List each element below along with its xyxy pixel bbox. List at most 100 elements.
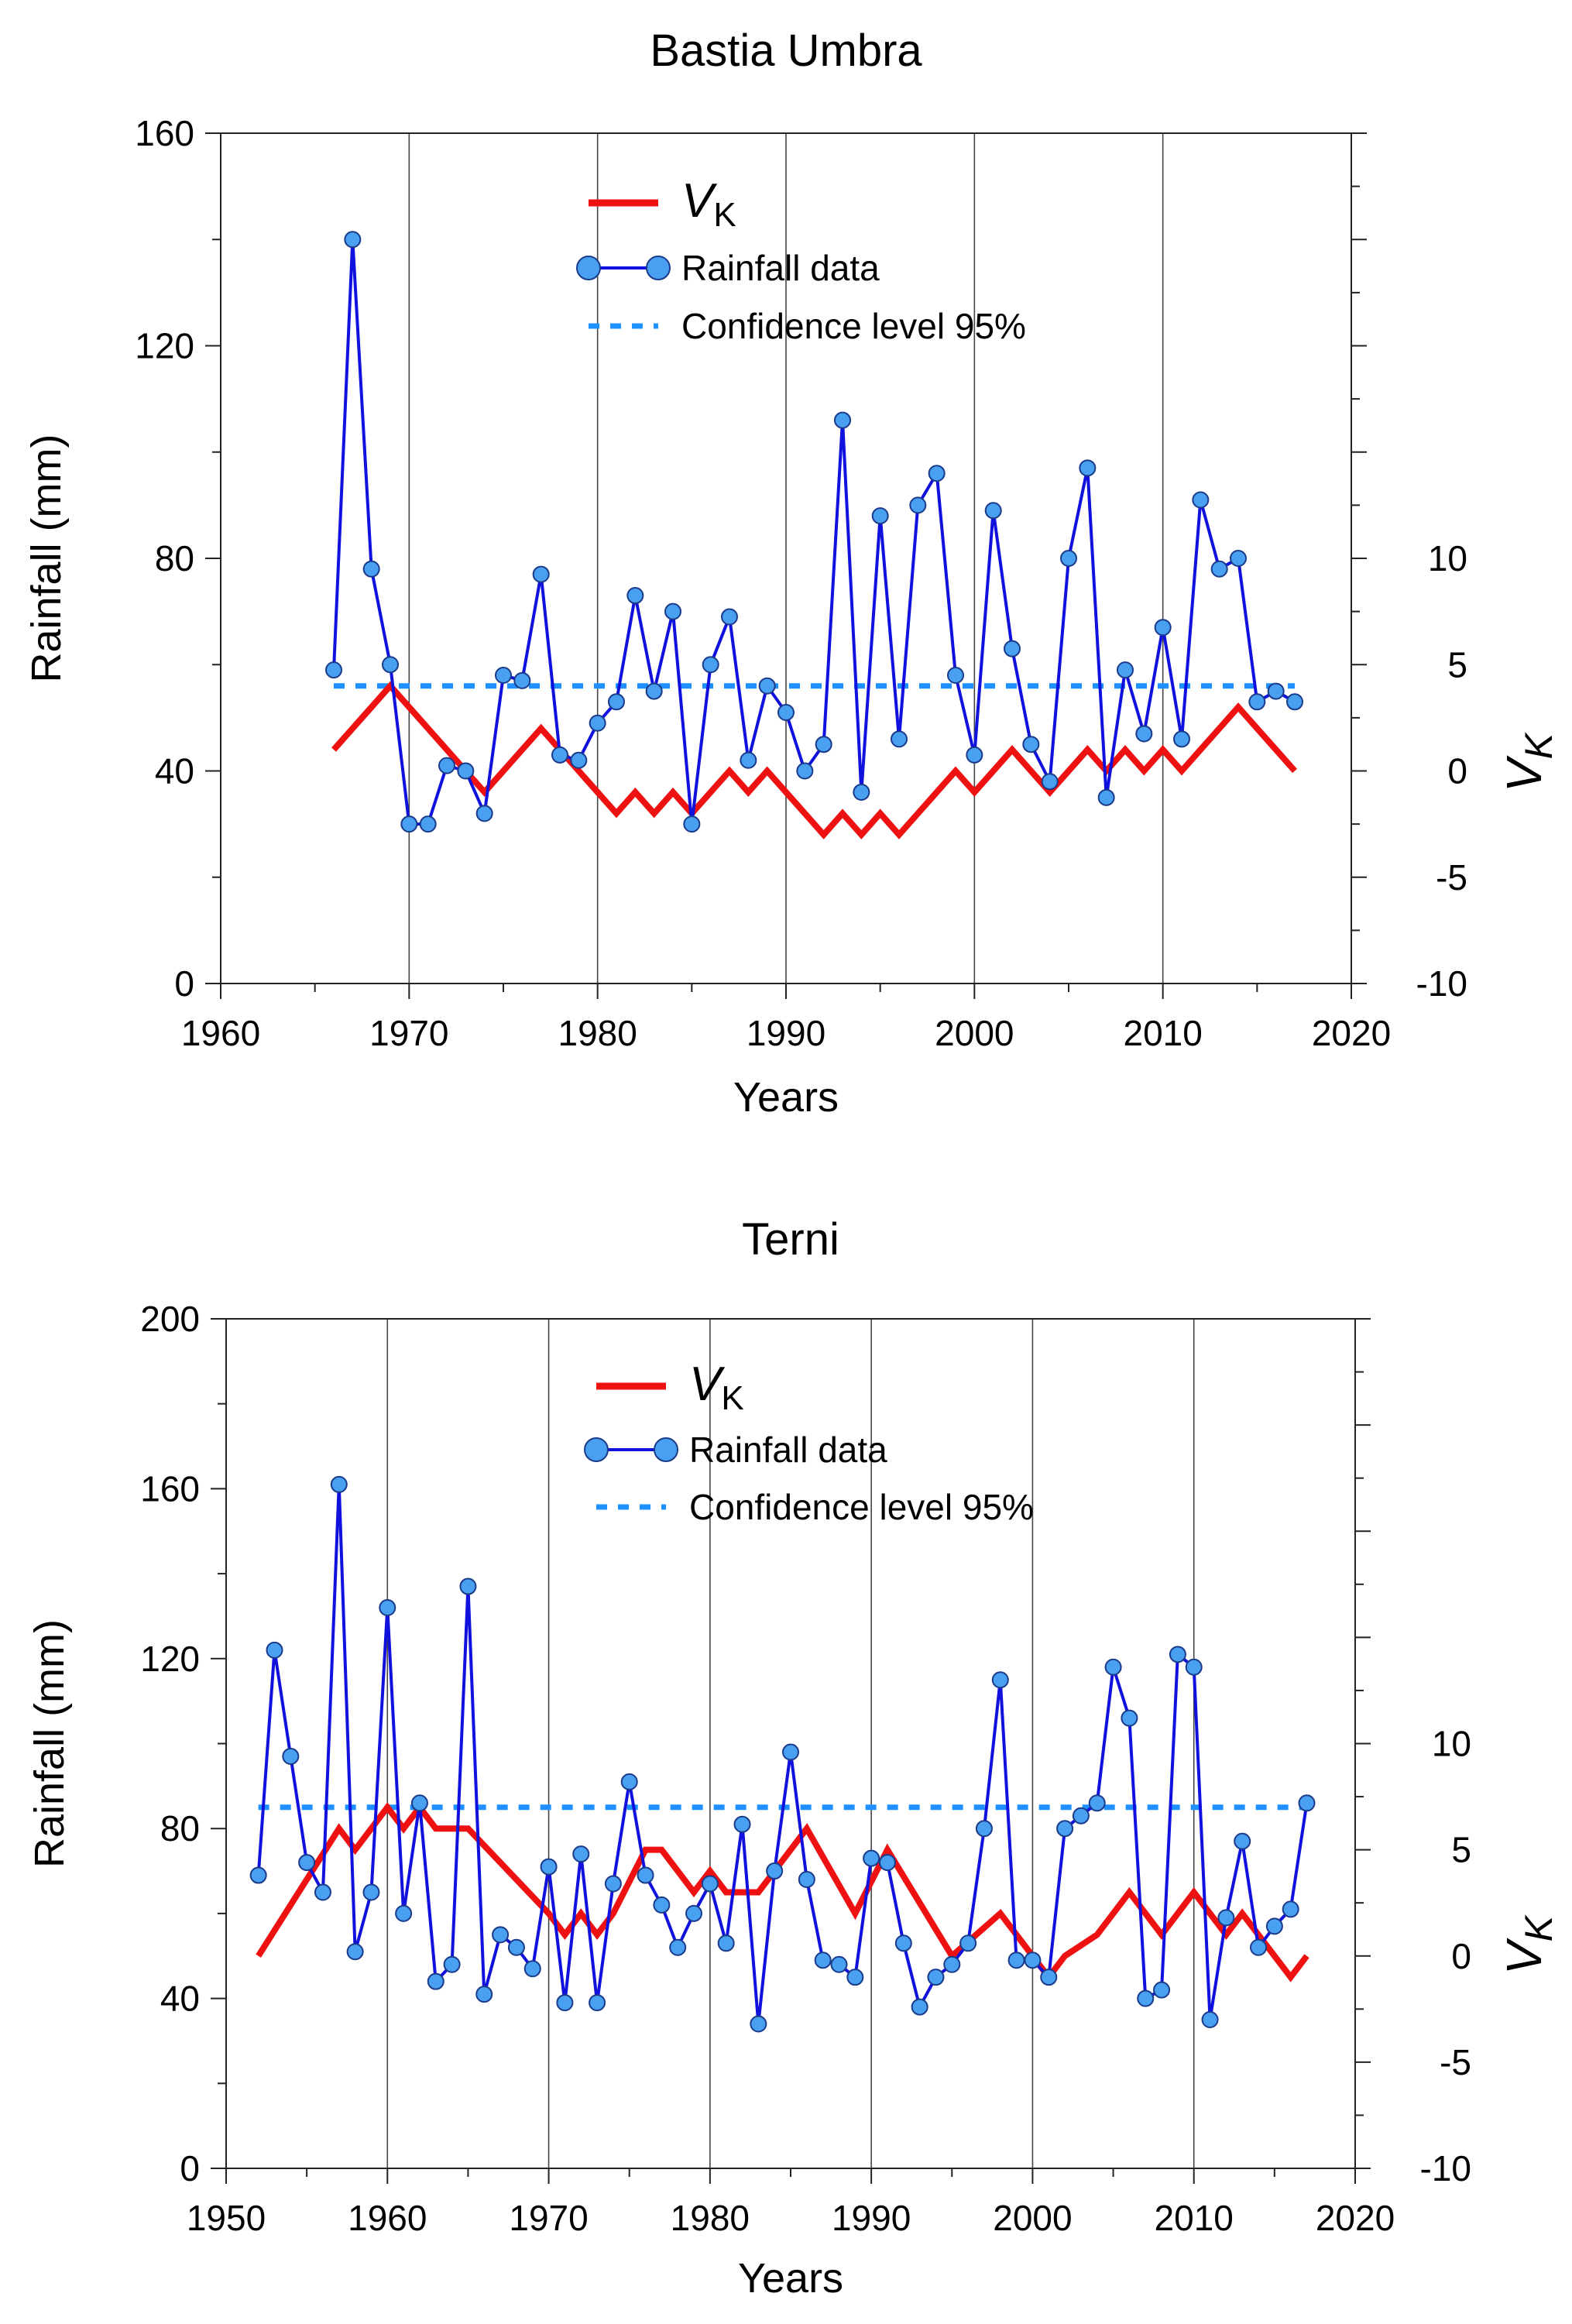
y2-tick-label: 5 xyxy=(1447,644,1467,685)
rainfall-point xyxy=(282,1747,300,1765)
rainfall-point xyxy=(1173,730,1190,748)
x-tick-label: 1950 xyxy=(187,2198,266,2238)
legend-vk-sub: K xyxy=(721,1379,743,1417)
y2-tick-label: 5 xyxy=(1451,1830,1471,1870)
rainfall-point xyxy=(830,1955,848,1973)
legend-rain-marker xyxy=(646,256,671,280)
rainfall-point xyxy=(1117,661,1134,679)
rainfall-point xyxy=(382,656,399,674)
y-tick-label: 0 xyxy=(174,963,194,1004)
y-tick-label: 120 xyxy=(135,326,194,366)
rainfall-point xyxy=(683,815,701,833)
y-tick-label: 160 xyxy=(140,1468,200,1509)
rainfall-point xyxy=(740,751,757,769)
x-tick-label: 1960 xyxy=(348,2198,427,2238)
rainfall-point xyxy=(492,1926,510,1944)
vk-series-line xyxy=(331,681,1297,839)
rainfall-point xyxy=(1121,1709,1138,1727)
rainfall-point xyxy=(551,746,568,764)
legend: VK Rainfall data Confidence level 95% xyxy=(576,174,1026,346)
legend-vk-main: V xyxy=(689,1358,726,1411)
rainfall-point xyxy=(1079,459,1097,477)
y2-tick-label: 0 xyxy=(1447,751,1467,791)
rainfall-point xyxy=(1234,1832,1251,1850)
y2-axis-label: VK xyxy=(1496,731,1560,792)
rainfall-point xyxy=(637,1866,654,1884)
rainfall-point xyxy=(443,1955,461,1973)
rainfall-point xyxy=(1022,736,1040,753)
rainfall-point xyxy=(438,757,455,774)
rainfall-point xyxy=(927,1969,945,1986)
rainfall-point xyxy=(750,2015,767,2033)
rainfall-point xyxy=(626,587,644,605)
chart-title: Terni xyxy=(742,1214,839,1265)
rainfall-series-line xyxy=(256,1484,1309,2024)
legend-rain-marker xyxy=(576,256,601,280)
rainfall-point xyxy=(1298,1794,1316,1812)
chart-title: Bastia Umbra xyxy=(650,26,922,76)
legend-rain-marker xyxy=(654,1437,678,1462)
y-axis-label: Rainfall (mm) xyxy=(26,1619,73,1868)
rainfall-point xyxy=(1104,1658,1122,1676)
x-tick-label: 1960 xyxy=(181,1013,260,1053)
rainfall-point xyxy=(608,693,625,711)
x-tick-label: 1980 xyxy=(671,2198,750,2238)
rainfall-point xyxy=(766,1862,784,1880)
rainfall-point xyxy=(966,746,983,764)
x-tick-label: 1970 xyxy=(509,2198,588,2238)
y-tick-label: 160 xyxy=(135,113,194,153)
rainfall-point xyxy=(758,677,776,695)
y2-tick-label: 10 xyxy=(1428,538,1467,578)
rainfall-point xyxy=(1137,1989,1155,2007)
x-tick-label: 1970 xyxy=(369,1013,448,1053)
rainfall-point xyxy=(475,805,493,822)
rainfall-point xyxy=(1250,1938,1268,1956)
legend-vk-label: VK xyxy=(689,1358,744,1417)
x-tick-label: 2010 xyxy=(1123,1013,1202,1053)
legend-vk-main: V xyxy=(681,174,718,228)
rainfall-point xyxy=(814,1952,832,1969)
rainfall-point xyxy=(891,730,908,748)
rainfall-point xyxy=(1282,1900,1299,1918)
rainfall-point xyxy=(1004,640,1021,657)
y-tick-label: 40 xyxy=(160,1979,200,2019)
x-axis-label: Years xyxy=(733,1074,839,1121)
y2-tick-label: 0 xyxy=(1451,1936,1471,1976)
rainfall-point xyxy=(475,1986,493,2003)
rainfall-point xyxy=(909,496,927,514)
rainfall-point xyxy=(815,736,832,753)
rainfall-point xyxy=(410,1794,428,1812)
rainfall-point xyxy=(1097,788,1115,806)
rainfall-point xyxy=(532,565,550,583)
rainfall-point xyxy=(419,815,437,833)
x-tick-label: 1990 xyxy=(832,2198,911,2238)
rainfall-point xyxy=(1248,693,1266,711)
rainfall-point xyxy=(330,1475,348,1493)
rainfall-point xyxy=(1072,1807,1090,1825)
rainfall-point xyxy=(669,1938,687,1956)
rainfall-point xyxy=(266,1641,283,1659)
x-axis-label: Years xyxy=(738,2255,843,2302)
y2-tick-label: -5 xyxy=(1436,857,1467,898)
rainfall-point xyxy=(947,666,964,684)
x-tick-label: 1990 xyxy=(747,1013,825,1053)
y2-tick-label: -10 xyxy=(1420,2148,1471,2188)
legend-rain-marker xyxy=(584,1437,609,1462)
y-tick-label: 200 xyxy=(140,1299,200,1339)
y-tick-label: 40 xyxy=(155,751,194,791)
rainfall-point xyxy=(685,1904,703,1922)
legend-rain-label: Rainfall data xyxy=(689,1430,887,1470)
legend-rain-label: Rainfall data xyxy=(681,248,880,288)
rainfall-point xyxy=(457,762,475,780)
rainfall-point xyxy=(871,507,889,525)
rainfall-point xyxy=(1217,1909,1235,1927)
rainfall-point xyxy=(1192,491,1210,509)
rainfall-point xyxy=(540,1858,558,1876)
rainfall-point xyxy=(400,815,418,833)
y2-axis-label-main: V xyxy=(1496,755,1552,792)
y2-axis-label-sub: K xyxy=(1517,731,1560,759)
rainfall-point xyxy=(1040,1969,1058,1986)
rainfall-point xyxy=(620,1773,638,1790)
rainfall-point xyxy=(975,1820,993,1838)
